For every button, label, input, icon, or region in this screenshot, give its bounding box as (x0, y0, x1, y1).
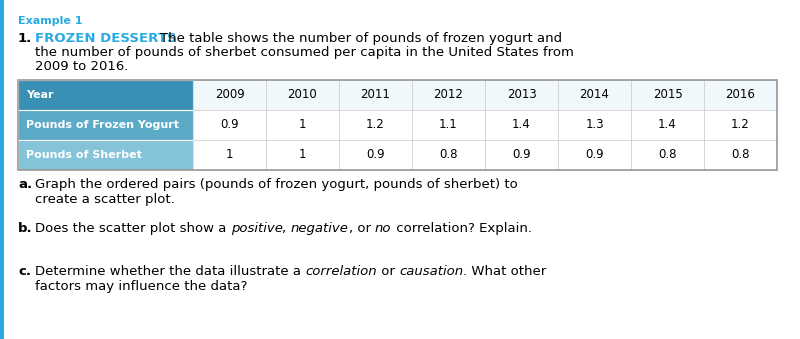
Bar (193, 140, 266, 170)
Text: 0.8: 0.8 (731, 148, 750, 161)
Text: Graph the ordered pairs (pounds of frozen yogurt, pounds of sherbet) to: Graph the ordered pairs (pounds of froze… (35, 178, 518, 191)
Bar (558, 110, 631, 140)
Bar (18, 80, 193, 110)
Bar (704, 110, 777, 140)
Text: causation: causation (399, 265, 463, 278)
Bar (704, 140, 777, 170)
Text: 0.8: 0.8 (658, 148, 677, 161)
Bar (412, 140, 485, 170)
Text: , or: , or (349, 222, 375, 235)
Bar (485, 110, 558, 140)
Text: 2016: 2016 (726, 88, 755, 101)
Text: Determine whether the data illustrate a: Determine whether the data illustrate a (35, 265, 306, 278)
Text: correlation? Explain.: correlation? Explain. (391, 222, 531, 235)
Text: 2014: 2014 (579, 88, 610, 101)
Bar (558, 140, 631, 170)
Text: 0.8: 0.8 (439, 148, 458, 161)
Text: or: or (377, 265, 399, 278)
Text: 2012: 2012 (434, 88, 463, 101)
Text: Year: Year (26, 90, 54, 100)
Text: . What other: . What other (463, 265, 546, 278)
Bar (18, 80, 777, 170)
Text: 1: 1 (226, 148, 234, 161)
Text: 2011: 2011 (361, 88, 390, 101)
Text: 1.2: 1.2 (366, 119, 385, 132)
Text: the number of pounds of sherbet consumed per capita in the United States from: the number of pounds of sherbet consumed… (35, 46, 574, 59)
Text: 1.4: 1.4 (658, 119, 677, 132)
Text: 1.4: 1.4 (512, 119, 531, 132)
Text: 0.9: 0.9 (585, 148, 604, 161)
Bar (631, 140, 704, 170)
Text: 0.9: 0.9 (220, 119, 239, 132)
Text: 1.2: 1.2 (731, 119, 750, 132)
Text: 2009: 2009 (214, 88, 244, 101)
Bar (485, 140, 558, 170)
Text: Pounds of Frozen Yogurt: Pounds of Frozen Yogurt (26, 120, 179, 130)
Bar (412, 80, 485, 110)
Text: b.: b. (18, 222, 33, 235)
Bar (18, 140, 193, 170)
Text: factors may influence the data?: factors may influence the data? (35, 280, 247, 293)
Bar (631, 80, 704, 110)
Text: 0.9: 0.9 (512, 148, 531, 161)
Text: positive: positive (230, 222, 282, 235)
Text: 1: 1 (298, 119, 306, 132)
Text: 1.3: 1.3 (585, 119, 604, 132)
Bar (339, 110, 412, 140)
Bar (0, 0, 4, 339)
Text: 2015: 2015 (653, 88, 682, 101)
Text: 1: 1 (298, 148, 306, 161)
Text: 0.9: 0.9 (366, 148, 385, 161)
Text: ,: , (282, 222, 291, 235)
Text: 2013: 2013 (506, 88, 536, 101)
Bar (339, 80, 412, 110)
Bar (193, 80, 266, 110)
Text: 2010: 2010 (288, 88, 318, 101)
Text: Pounds of Sherbet: Pounds of Sherbet (26, 150, 142, 160)
Text: 2009 to 2016.: 2009 to 2016. (35, 60, 128, 73)
Bar (266, 140, 339, 170)
Bar (631, 110, 704, 140)
Text: no: no (375, 222, 391, 235)
Text: 1.1: 1.1 (439, 119, 458, 132)
Text: 1.: 1. (18, 32, 32, 45)
Bar (558, 80, 631, 110)
Bar (266, 110, 339, 140)
Text: a.: a. (18, 178, 32, 191)
Text: correlation: correlation (306, 265, 377, 278)
Bar (485, 80, 558, 110)
Text: Example 1: Example 1 (18, 16, 82, 26)
Bar (412, 110, 485, 140)
Text: FROZEN DESSERTS: FROZEN DESSERTS (35, 32, 177, 45)
Bar (18, 110, 193, 140)
Text: The table shows the number of pounds of frozen yogurt and: The table shows the number of pounds of … (160, 32, 562, 45)
Bar (339, 140, 412, 170)
Bar (266, 80, 339, 110)
Text: create a scatter plot.: create a scatter plot. (35, 193, 174, 206)
Bar (704, 80, 777, 110)
Text: c.: c. (18, 265, 31, 278)
Text: Does the scatter plot show a: Does the scatter plot show a (35, 222, 230, 235)
Bar (193, 110, 266, 140)
Text: negative: negative (291, 222, 349, 235)
